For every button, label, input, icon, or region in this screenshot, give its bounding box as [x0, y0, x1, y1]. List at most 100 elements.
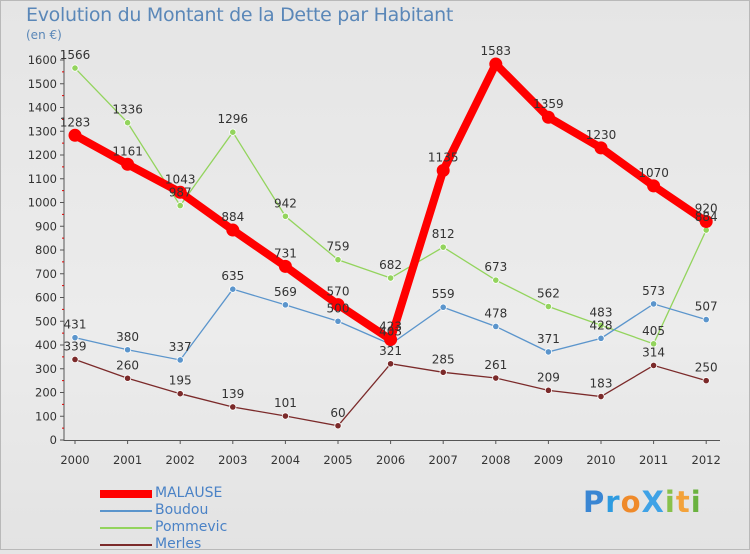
data-label: 682 — [379, 258, 402, 272]
x-tick-label: 2009 — [534, 453, 563, 467]
data-point — [386, 360, 395, 368]
data-point — [173, 185, 187, 199]
y-tick-label: 0 — [50, 433, 57, 447]
data-point — [124, 374, 132, 382]
data-point — [71, 64, 79, 72]
data-point — [544, 386, 553, 394]
data-point — [647, 179, 661, 193]
data-point — [649, 300, 658, 308]
data-point — [384, 333, 398, 347]
data-point — [176, 201, 184, 210]
data-point — [436, 163, 450, 177]
data-point — [597, 334, 605, 342]
x-tick-label: 2001 — [113, 453, 142, 467]
data-point — [439, 303, 447, 311]
x-tick-label: 2007 — [429, 453, 458, 467]
data-label: 423 — [379, 320, 402, 334]
y-tick-label: 1000 — [28, 196, 57, 210]
data-label: 673 — [484, 260, 507, 274]
data-label: 405 — [642, 324, 665, 338]
data-label: 250 — [695, 361, 718, 375]
y-tick-label: 800 — [35, 243, 57, 257]
legend-swatch — [100, 490, 152, 498]
data-label: 1070 — [638, 166, 669, 180]
y-tick-label: 900 — [35, 219, 57, 233]
data-label: 428 — [590, 318, 613, 332]
data-label: 1161 — [112, 144, 143, 158]
data-label: 195 — [169, 374, 192, 388]
x-tick-label: 2010 — [586, 453, 615, 467]
data-point — [386, 274, 395, 282]
data-label: 573 — [642, 284, 665, 298]
legend-label: Pommevic — [155, 519, 228, 535]
data-label: 380 — [116, 330, 139, 344]
data-point — [489, 57, 503, 71]
legend-label: Merles — [155, 536, 202, 552]
data-label: 920 — [695, 202, 718, 216]
legend-label: Boudou — [155, 502, 209, 518]
y-tick-label: 600 — [35, 291, 57, 305]
data-point — [281, 301, 289, 309]
data-label: 101 — [274, 396, 297, 410]
y-tick-label: 1400 — [28, 101, 57, 115]
data-label: 759 — [327, 240, 350, 254]
y-tick-label: 1100 — [28, 172, 57, 186]
data-labels: 1283 1161 1043 884 731 570 423 1135 1583 1359 1230… — [60, 44, 718, 420]
data-point — [649, 340, 658, 348]
data-label: 139 — [221, 387, 244, 401]
data-point — [334, 317, 342, 325]
data-point — [176, 390, 184, 398]
data-label: 1283 — [60, 115, 91, 129]
data-point — [71, 334, 79, 342]
data-point — [176, 356, 184, 364]
legend-swatch — [100, 544, 152, 546]
data-point — [124, 346, 132, 354]
data-label: 569 — [274, 285, 297, 299]
data-point — [278, 259, 292, 273]
data-label: 884 — [695, 210, 718, 224]
y-tick-label: 1200 — [28, 148, 57, 162]
series-line-pommevic — [74, 67, 707, 345]
data-point — [492, 374, 500, 382]
data-point — [334, 422, 342, 430]
proxiti-logo: ProXiti — [583, 485, 702, 519]
data-label: 635 — [221, 269, 244, 283]
x-tick-label: 2003 — [218, 453, 247, 467]
data-label: 339 — [64, 339, 87, 353]
legend-swatch — [100, 527, 152, 529]
data-point — [281, 412, 289, 420]
data-point — [594, 141, 608, 155]
x-tick-label: 2005 — [323, 453, 352, 467]
data-point — [439, 243, 447, 251]
series-line-malause — [71, 60, 711, 344]
series-lines — [68, 57, 713, 430]
data-point — [702, 315, 710, 324]
data-point — [229, 403, 237, 411]
data-label: 1296 — [218, 112, 249, 126]
data-point — [334, 256, 342, 264]
chart-title: Evolution du Montant de la Dette par Hab… — [26, 4, 454, 26]
data-point — [492, 322, 500, 331]
y-tick-label: 100 — [35, 409, 57, 423]
data-label: 431 — [64, 318, 87, 332]
x-tick-label: 2011 — [639, 453, 668, 467]
y-tick-label: 500 — [35, 314, 57, 328]
data-label: 285 — [432, 352, 455, 366]
data-label: 209 — [537, 370, 560, 384]
y-tick-label: 1500 — [28, 77, 57, 91]
data-label: 483 — [590, 305, 613, 319]
data-label: 884 — [221, 210, 244, 224]
y-tick-label: 300 — [35, 362, 57, 376]
data-label: 731 — [274, 246, 297, 260]
data-point — [702, 377, 710, 385]
y-tick-label: 400 — [35, 338, 57, 352]
data-point — [124, 119, 132, 127]
data-point — [331, 298, 345, 312]
x-tick-label: 2012 — [692, 453, 721, 467]
data-label: 1566 — [60, 48, 91, 62]
data-point — [439, 368, 447, 376]
data-label: 371 — [537, 332, 560, 346]
x-tick-label: 2008 — [481, 453, 510, 467]
data-point — [544, 302, 553, 311]
data-label: 183 — [590, 377, 613, 391]
